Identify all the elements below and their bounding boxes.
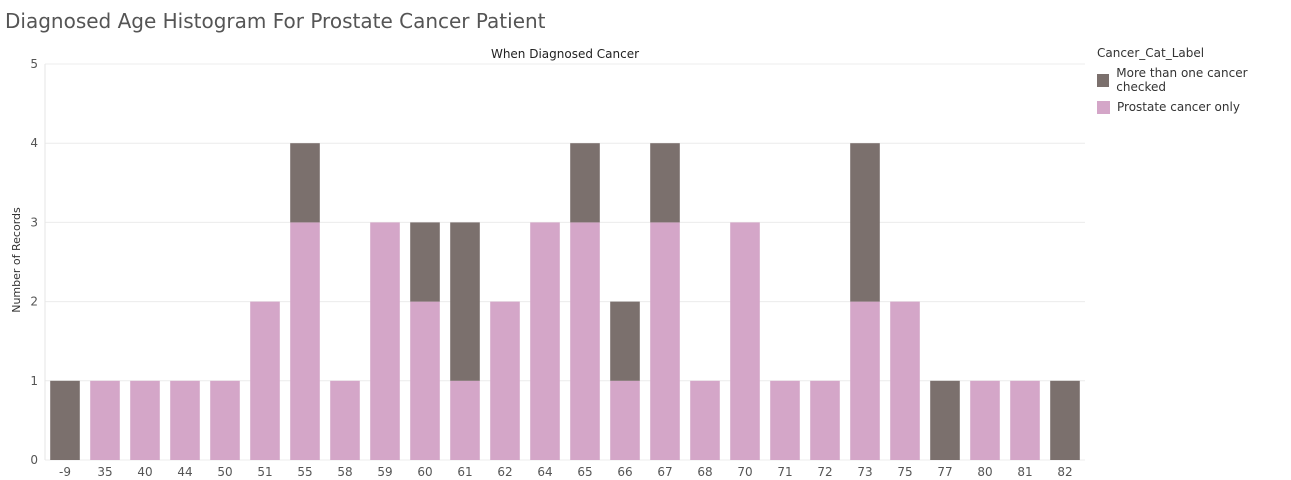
x-axis-title: When Diagnosed Cancer: [491, 47, 639, 61]
bar-segment: [530, 222, 560, 460]
bar-segment: [450, 380, 480, 460]
legend-label: More than one cancer checked: [1116, 66, 1248, 94]
bar-segment: [850, 301, 880, 460]
legend-item: Prostate cancer only: [1097, 100, 1291, 114]
legend-swatch: [1097, 73, 1110, 87]
bars: [50, 143, 1080, 460]
x-tick-label: 62: [497, 465, 512, 479]
bar-segment: [490, 301, 520, 460]
y-axis-ticks: 0 1 2 3 4 5: [30, 57, 38, 467]
bar-segment: [370, 222, 400, 460]
bar-segment: [130, 380, 160, 460]
x-tick-label: 81: [1017, 465, 1032, 479]
bar-segment: [1050, 380, 1080, 460]
x-tick-label: 64: [537, 465, 552, 479]
bar-segment: [170, 380, 200, 460]
x-tick-label: 67: [657, 465, 672, 479]
legend: Cancer_Cat_Label More than one cancer ch…: [1097, 46, 1291, 120]
legend-item: More than one cancer checked: [1097, 66, 1291, 94]
bar-segment: [650, 222, 680, 460]
bar-segment: [330, 380, 360, 460]
x-tick-label: 66: [617, 465, 632, 479]
bar-segment: [810, 380, 840, 460]
x-tick-label: 82: [1057, 465, 1072, 479]
x-axis-ticks: -9 35 40 44 50 51 55 58 59 60 61 62 64 65 66 67 68 70 71 72…: [59, 465, 1073, 479]
bar-segment: [890, 301, 920, 460]
y-tick-label: 4: [30, 136, 38, 150]
x-tick-label: -9: [59, 465, 71, 479]
gridlines: [44, 63, 1085, 461]
bar-segment: [290, 143, 320, 223]
bar-segment: [610, 301, 640, 381]
bar-segment: [730, 222, 760, 460]
bar-segment: [650, 143, 680, 223]
x-tick-label: 59: [377, 465, 392, 479]
bar-segment: [410, 301, 440, 460]
y-tick-label: 1: [30, 374, 38, 388]
bar-segment: [570, 143, 600, 223]
y-tick-label: 0: [30, 453, 38, 467]
x-tick-label: 50: [217, 465, 232, 479]
y-tick-label: 5: [30, 57, 38, 71]
x-tick-label: 65: [577, 465, 592, 479]
y-axis-title: Number of Records: [10, 207, 23, 313]
bar-segment: [770, 380, 800, 460]
bar-segment: [690, 380, 720, 460]
bar-segment: [290, 222, 320, 460]
bar-segment: [570, 222, 600, 460]
bar-segment: [50, 380, 80, 460]
y-tick-label: 3: [30, 215, 38, 229]
bar-segment: [90, 380, 120, 460]
x-tick-label: 51: [257, 465, 272, 479]
x-tick-label: 35: [97, 465, 112, 479]
x-tick-label: 40: [137, 465, 152, 479]
legend-title: Cancer_Cat_Label: [1097, 46, 1205, 60]
bar-segment: [210, 380, 240, 460]
x-tick-label: 55: [297, 465, 312, 479]
x-tick-label: 70: [737, 465, 752, 479]
bar-segment: [410, 222, 440, 302]
y-tick-label: 2: [30, 295, 38, 309]
x-tick-label: 44: [177, 465, 192, 479]
bar-segment: [1010, 380, 1040, 460]
x-tick-label: 75: [897, 465, 912, 479]
x-tick-label: 61: [457, 465, 472, 479]
x-tick-label: 71: [777, 465, 792, 479]
bar-segment: [610, 380, 640, 460]
bar-segment: [250, 301, 280, 460]
x-tick-label: 58: [337, 465, 352, 479]
x-tick-label: 68: [697, 465, 712, 479]
chart-title: Diagnosed Age Histogram For Prostate Can…: [5, 9, 546, 33]
x-tick-label: 77: [937, 465, 952, 479]
legend-swatch: [1097, 100, 1110, 114]
x-tick-label: 72: [817, 465, 832, 479]
legend-label: Prostate cancer only: [1117, 100, 1240, 114]
x-tick-label: 73: [857, 465, 872, 479]
bar-segment: [450, 222, 480, 381]
x-tick-label: 80: [977, 465, 992, 479]
bar-segment: [930, 380, 960, 460]
bar-segment: [970, 380, 1000, 460]
bar-segment: [850, 143, 880, 302]
x-tick-label: 60: [417, 465, 432, 479]
